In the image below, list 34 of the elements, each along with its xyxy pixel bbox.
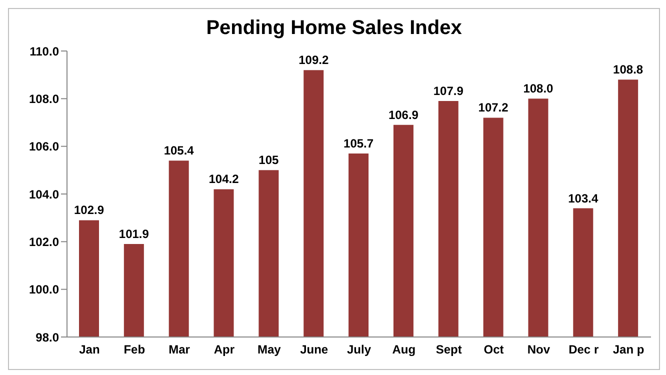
x-tick-label: Sept: [436, 342, 462, 357]
data-label: 109.2: [298, 53, 329, 68]
data-label: 103.4: [568, 191, 598, 206]
x-tick-label: Jan: [79, 342, 100, 357]
x-tick-label: Oct: [484, 342, 504, 357]
data-label: 108.0: [523, 82, 554, 96]
y-tick-label: 104.0: [28, 187, 60, 202]
x-tick-label: Feb: [124, 342, 146, 357]
y-tick-label: 102.0: [28, 234, 60, 249]
data-label: 108.8: [613, 62, 644, 77]
y-tick-label: 108.0: [28, 92, 60, 106]
x-tick-label: Dec r: [568, 342, 599, 357]
y-tick-label: 98.0: [36, 330, 60, 344]
data-label: 105.7: [344, 136, 374, 150]
data-label: 101.9: [118, 227, 150, 242]
data-label: 106.9: [388, 108, 419, 122]
x-tick-label: Apr: [214, 342, 235, 357]
data-label: 105: [258, 153, 280, 168]
x-tick-label: July: [346, 342, 372, 357]
y-tick-label: 110.0: [30, 44, 60, 58]
x-tick-label: May: [257, 342, 282, 357]
data-label: 105.4: [164, 144, 194, 158]
x-tick-label: Aug: [392, 342, 416, 357]
y-tick-label: 100.0: [28, 282, 60, 297]
data-label: 102.9: [74, 203, 104, 218]
chart-title: Pending Home Sales Index: [205, 16, 463, 41]
y-tick-label: 106.0: [28, 140, 60, 154]
x-tick-label: June: [300, 342, 328, 357]
x-tick-label: Jan p: [612, 342, 644, 357]
data-label: 104.2: [208, 172, 240, 186]
x-tick-label: Nov: [527, 342, 550, 357]
x-tick-label: Mar: [168, 342, 190, 357]
data-label: 107.9: [433, 84, 464, 98]
data-label: 107.2: [478, 100, 509, 115]
